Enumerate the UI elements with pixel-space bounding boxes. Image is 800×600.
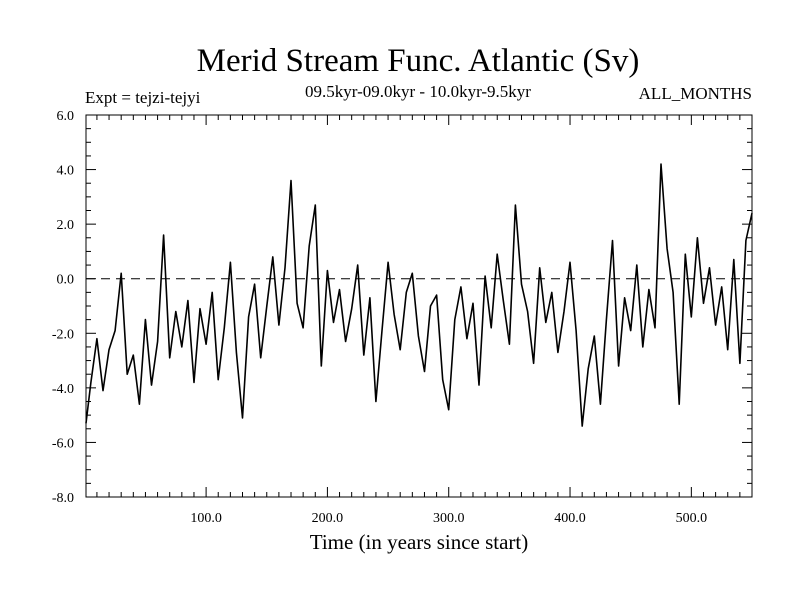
x-tick-label: 200.0 bbox=[312, 511, 344, 526]
x-tick-label: 100.0 bbox=[190, 511, 222, 526]
x-tick-label: 400.0 bbox=[554, 511, 586, 526]
season-label: ALL_MONTHS bbox=[639, 84, 752, 103]
x-axis-label: Time (in years since start) bbox=[310, 530, 529, 554]
y-tick-label: -4.0 bbox=[52, 382, 74, 397]
x-tick-label: 300.0 bbox=[433, 511, 465, 526]
y-tick-label: -2.0 bbox=[52, 327, 74, 342]
series-line bbox=[85, 163, 753, 427]
plot-area: -8.0 -6.0 -4.0 -2.0 0.0 2.0 4.0 6.0 100.0 200.0 30… bbox=[52, 109, 753, 526]
y-tick-label: 6.0 bbox=[57, 109, 75, 124]
y-tick-label: -6.0 bbox=[52, 436, 74, 451]
chart-title: Merid Stream Func. Atlantic (Sv) bbox=[197, 43, 640, 79]
y-tick-label: 4.0 bbox=[57, 164, 75, 179]
y-tick-label: -8.0 bbox=[52, 491, 74, 506]
expt-label: Expt = tejzi-tejyi bbox=[85, 88, 201, 107]
subtitle-label: 09.5kyr-09.0kyr - 10.0kyr-9.5kyr bbox=[305, 82, 531, 101]
y-tick-label: 0.0 bbox=[57, 273, 75, 288]
x-tick-label: 500.0 bbox=[676, 511, 708, 526]
y-tick-label: 2.0 bbox=[57, 218, 75, 233]
